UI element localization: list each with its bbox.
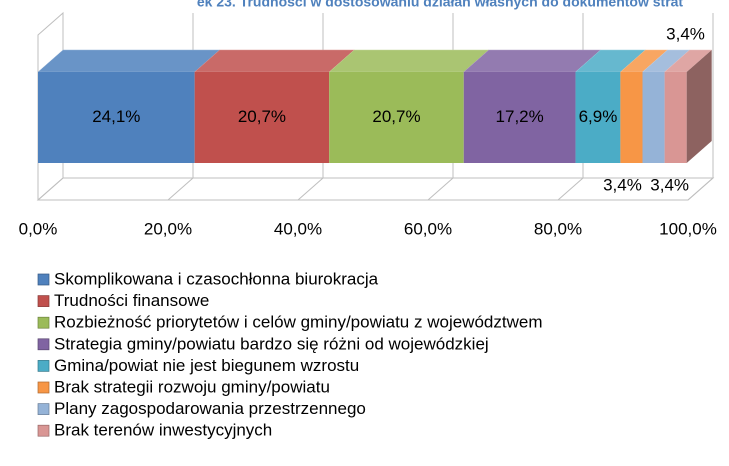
legend-label: Plany zagospodarowania przestrzennego <box>54 399 366 418</box>
legend-swatch <box>37 403 50 415</box>
legend-label: Trudności finansowe <box>54 291 209 310</box>
bar-side <box>686 50 712 163</box>
x-tick-label: 80,0% <box>534 219 582 238</box>
bar <box>329 72 464 163</box>
x-tick-label: 100,0% <box>659 219 717 238</box>
bar <box>575 72 621 163</box>
legend-label: Gmina/powiat nie jest biegunem wzrostu <box>54 356 359 375</box>
bar <box>463 72 576 163</box>
value-label: 3,4% <box>666 24 705 43</box>
x-tick-label: 20,0% <box>144 219 192 238</box>
bar <box>38 72 195 163</box>
bar-top <box>328 49 490 73</box>
bar <box>194 72 330 163</box>
legend-swatch <box>37 338 50 351</box>
value-label: 20,7% <box>238 107 286 126</box>
bar <box>664 72 687 163</box>
value-label: 17,2% <box>496 107 544 126</box>
legend-swatch <box>37 360 50 372</box>
legend-label: Brak strategii rozwoju gminy/powiatu <box>54 377 330 396</box>
value-label: 3,4% <box>603 175 642 194</box>
value-label: 20,7% <box>372 107 420 126</box>
bar <box>620 72 643 163</box>
legend-label: Strategia gminy/powiatu bardzo się różni… <box>54 334 489 353</box>
chart-title: ek 23. Trudności w dostosowaniu działań … <box>197 0 684 10</box>
grid-line <box>687 13 714 201</box>
legend-label: Brak terenów inwestycyjnych <box>54 421 272 440</box>
x-tick-label: 40,0% <box>274 219 322 238</box>
x-tick-label: 60,0% <box>404 219 452 238</box>
legend-swatch <box>37 316 50 329</box>
value-label: 6,9% <box>579 107 618 126</box>
legend-swatch <box>37 295 50 307</box>
legend-label: Skomplikowana i czasochłonna biurokracja <box>54 269 379 288</box>
bar <box>642 72 665 163</box>
bar-top <box>37 49 221 73</box>
value-label: 24,1% <box>92 107 140 126</box>
legend-label: Rozbieżność priorytetów i celów gminy/po… <box>54 313 542 332</box>
x-tick-label: 0,0% <box>19 219 58 238</box>
legend-swatch <box>37 381 50 394</box>
value-label: 3,4% <box>650 175 689 194</box>
bar-top <box>193 49 355 73</box>
legend-swatch <box>37 424 50 437</box>
legend-swatch <box>37 273 50 286</box>
